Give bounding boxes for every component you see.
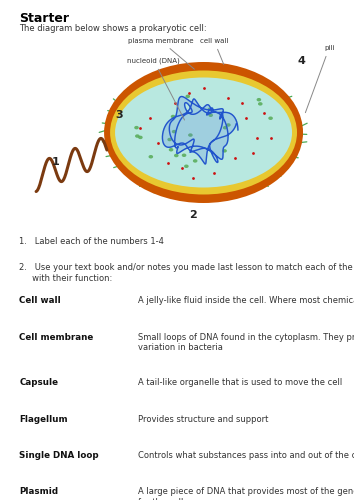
Ellipse shape [188, 134, 193, 137]
Ellipse shape [135, 134, 139, 138]
Ellipse shape [182, 154, 186, 157]
Text: Flagellum: Flagellum [19, 414, 68, 424]
Text: 4: 4 [297, 56, 305, 66]
Ellipse shape [172, 130, 176, 134]
Text: plasma membrane: plasma membrane [128, 38, 194, 69]
Ellipse shape [257, 98, 261, 102]
Polygon shape [162, 96, 238, 164]
Ellipse shape [149, 155, 153, 158]
Text: Cell wall: Cell wall [19, 296, 61, 305]
Text: A large piece of DNA that provides most of the genetic information
for the cell: A large piece of DNA that provides most … [138, 488, 354, 500]
Ellipse shape [115, 78, 292, 188]
Ellipse shape [207, 108, 212, 111]
Text: 2.   Use your text book and/or notes you made last lesson to match each of the s: 2. Use your text book and/or notes you m… [19, 264, 354, 283]
Ellipse shape [110, 70, 297, 194]
Text: nucleoid (DNA): nucleoid (DNA) [127, 58, 184, 120]
Text: 1.   Label each of the numbers 1-4: 1. Label each of the numbers 1-4 [19, 238, 164, 246]
Ellipse shape [184, 164, 189, 168]
Ellipse shape [268, 116, 273, 120]
Ellipse shape [169, 148, 173, 152]
Ellipse shape [226, 123, 231, 126]
Ellipse shape [223, 126, 228, 130]
Text: Provides structure and support: Provides structure and support [138, 414, 268, 424]
Ellipse shape [258, 102, 263, 106]
Ellipse shape [193, 159, 198, 162]
Text: Small loops of DNA found in the cytoplasm. They provide genetic
variation in bac: Small loops of DNA found in the cytoplas… [138, 332, 354, 352]
Ellipse shape [134, 126, 139, 130]
Text: Single DNA loop: Single DNA loop [19, 451, 99, 460]
Text: The diagram below shows a prokaryotic cell:: The diagram below shows a prokaryotic ce… [19, 24, 207, 33]
Ellipse shape [104, 62, 303, 203]
Text: cell wall: cell wall [200, 38, 228, 64]
Text: Controls what substances pass into and out of the cell: Controls what substances pass into and o… [138, 451, 354, 460]
Ellipse shape [185, 94, 190, 98]
Text: A jelly-like fluid inside the cell. Where most chemical reactions occur: A jelly-like fluid inside the cell. Wher… [138, 296, 354, 305]
Text: Plasmid: Plasmid [19, 488, 59, 496]
Ellipse shape [138, 136, 143, 139]
Text: Capsule: Capsule [19, 378, 58, 387]
Text: 3: 3 [115, 110, 123, 120]
Ellipse shape [209, 114, 213, 117]
Ellipse shape [167, 138, 172, 141]
Text: Starter: Starter [19, 12, 69, 26]
Ellipse shape [171, 115, 175, 118]
Ellipse shape [174, 154, 178, 158]
Ellipse shape [222, 149, 227, 152]
Text: Cell membrane: Cell membrane [19, 332, 94, 342]
Text: 1: 1 [51, 157, 59, 167]
Text: A tail-like organelle that is used to move the cell: A tail-like organelle that is used to mo… [138, 378, 342, 387]
Text: pili: pili [306, 45, 334, 112]
Text: 2: 2 [189, 210, 197, 220]
